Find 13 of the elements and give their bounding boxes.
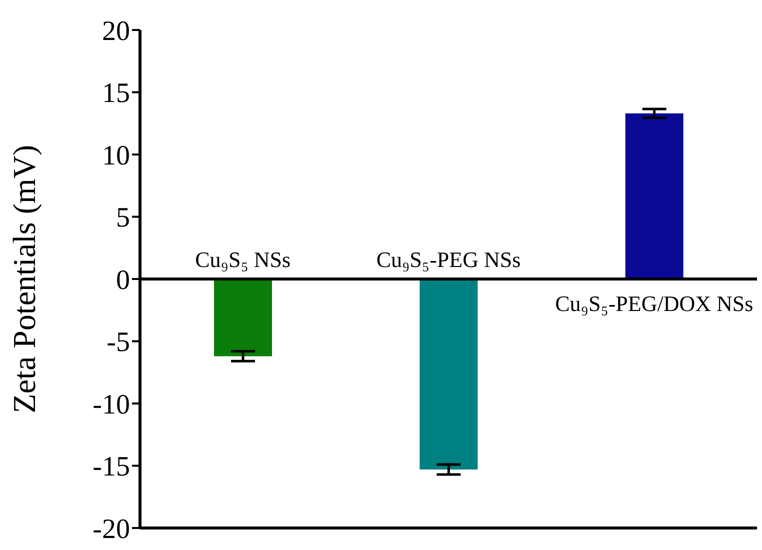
- y-tick-label: -15: [92, 452, 130, 483]
- y-tick-label: -5: [106, 327, 130, 358]
- y-tick-label: 20: [102, 16, 130, 47]
- y-axis-title: Zeta Potentials (mV): [6, 144, 42, 414]
- x-tick-label: Cu₉S₅-PEG/DOX NSs: [555, 291, 754, 316]
- y-tick-label: 5: [116, 202, 130, 234]
- x-tick-label: Cu₉S₅-PEG NSs: [376, 247, 521, 272]
- y-tick-label: 0: [116, 264, 130, 296]
- y-tick-label: -20: [92, 514, 130, 545]
- y-tick-label: 10: [102, 140, 130, 172]
- x-tick-label: Cu₉S₅ NSs: [195, 247, 291, 272]
- y-tick-label: 15: [102, 78, 130, 110]
- y-tick-label: -10: [92, 389, 130, 420]
